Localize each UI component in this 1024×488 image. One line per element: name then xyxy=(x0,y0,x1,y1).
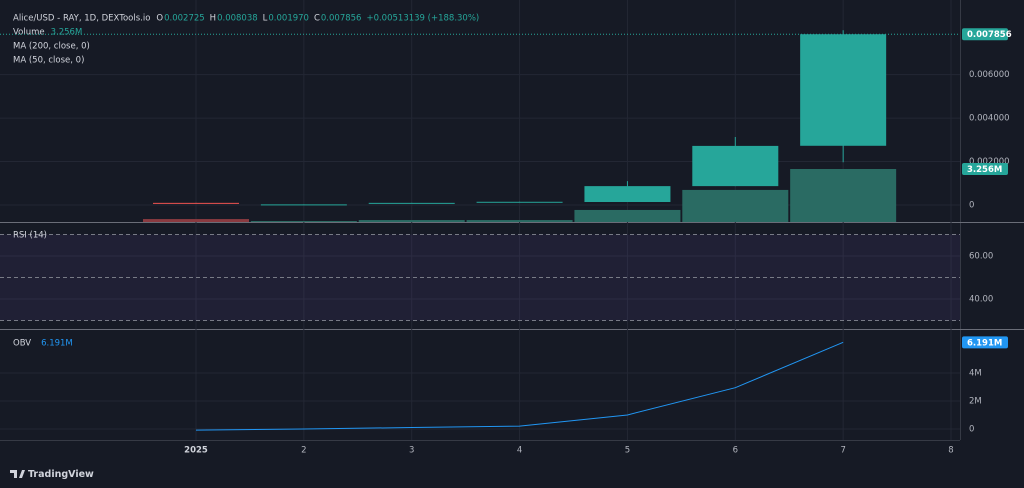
ohlc-label: O xyxy=(156,14,163,24)
ohlc-label: H xyxy=(210,14,216,24)
brand: TradingView xyxy=(10,469,94,480)
volume-bar xyxy=(682,189,789,222)
pane-title: OBV xyxy=(13,339,31,349)
candle-body xyxy=(368,202,455,204)
change: +0.00513139 (+188.30%) xyxy=(366,14,479,24)
obv-label-bg xyxy=(962,336,1008,349)
y-tick-label: 0 xyxy=(969,201,974,211)
brand-name: TradingView xyxy=(28,469,94,480)
y-tick-label: 2M xyxy=(969,396,982,406)
pane-title: RSI (14) xyxy=(13,231,47,241)
x-tick-label: 2 xyxy=(301,446,306,456)
volume-value: 3.256M xyxy=(51,28,83,38)
indicator-name: MA (200, close, 0) xyxy=(13,42,90,52)
candle-body xyxy=(692,145,779,187)
candle-body xyxy=(260,204,347,206)
volume-bar xyxy=(790,168,897,222)
candle-body xyxy=(476,201,563,203)
candle-body xyxy=(153,202,239,204)
y-tick-label: 60.00 xyxy=(969,252,993,262)
ohlc-label: C xyxy=(314,14,320,24)
ohlc-value: 0.007856 xyxy=(321,14,362,24)
brand-logo xyxy=(10,470,25,478)
ohlc-value: 0.001970 xyxy=(268,14,309,24)
x-tick-label: 5 xyxy=(625,446,630,456)
candle-body xyxy=(584,186,671,202)
last-price-label-bg xyxy=(962,28,1008,41)
x-tick-label: 2025 xyxy=(184,446,208,456)
y-tick-label: 4M xyxy=(969,368,982,378)
y-tick-label: 0.004000 xyxy=(969,114,1010,124)
x-tick-label: 7 xyxy=(840,446,845,456)
obv-line xyxy=(195,341,844,431)
y-tick-label: 40.00 xyxy=(969,294,993,304)
ohlc-label: L xyxy=(263,14,268,24)
volume-bar xyxy=(358,220,465,222)
y-tick-label: 0.006000 xyxy=(969,70,1010,80)
x-tick-label: 6 xyxy=(733,446,738,456)
volume-label-bg xyxy=(962,162,1008,175)
x-tick-label: 3 xyxy=(409,446,414,456)
candle-body xyxy=(800,34,887,146)
volume-bar xyxy=(250,221,357,222)
volume-label: 3.256M xyxy=(967,165,1002,175)
x-tick-label: 8 xyxy=(948,446,953,456)
indicator-name: MA (50, close, 0) xyxy=(13,56,84,66)
ohlc-value: 0.002725 xyxy=(164,14,205,24)
chart-title: Alice/USD - RAY, 1D, DEXTools.io xyxy=(13,14,150,24)
y-tick-label: 0.002000 xyxy=(969,157,1010,167)
ohlc-value: 0.008038 xyxy=(217,14,258,24)
volume-bar xyxy=(143,219,249,222)
volume-bar xyxy=(574,209,681,222)
volume-name: Volume xyxy=(13,28,45,38)
y-tick-label: 0 xyxy=(969,424,974,434)
last-price-label: 0.007856 xyxy=(967,30,1012,40)
x-tick-label: 4 xyxy=(517,446,522,456)
obv-value: 6.191M xyxy=(41,339,73,349)
volume-bar xyxy=(466,220,573,222)
obv-label: 6.191M xyxy=(967,338,1002,348)
